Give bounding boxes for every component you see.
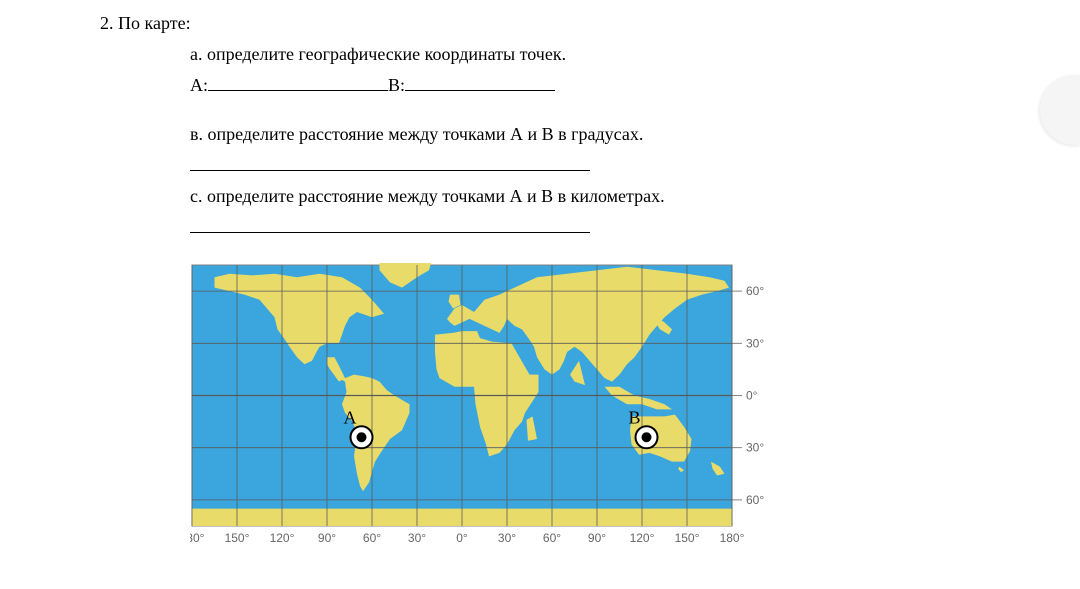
svg-text:90°: 90° — [588, 531, 606, 545]
svg-text:60°: 60° — [746, 284, 764, 298]
label-b: В: — [388, 75, 405, 95]
blank-distance-deg — [190, 153, 590, 171]
task-number: 2. — [100, 13, 114, 33]
world-map: 180° 150° 120° 90° 60° 30° 0° 30° 60° 90° 120° 150°… — [190, 263, 780, 548]
item-a: а. определите географические координаты … — [40, 41, 1040, 68]
label-a: А: — [190, 75, 208, 95]
blank-b — [405, 73, 555, 91]
svg-text:30°: 30° — [746, 441, 764, 455]
svg-text:30°: 30° — [498, 531, 516, 545]
item-c: с. определите расстояние между точками А… — [40, 183, 1040, 210]
svg-text:0°: 0° — [746, 389, 758, 403]
svg-text:А: А — [344, 407, 357, 427]
item-b: в. определите расстояние между точками А… — [40, 121, 1040, 148]
svg-text:В: В — [629, 407, 641, 427]
svg-text:90°: 90° — [318, 531, 336, 545]
svg-text:0°: 0° — [456, 531, 468, 545]
svg-text:60°: 60° — [363, 531, 381, 545]
svg-text:30°: 30° — [746, 336, 764, 350]
svg-text:120°: 120° — [270, 531, 295, 545]
task-title: По карте: — [118, 13, 191, 33]
svg-text:120°: 120° — [630, 531, 655, 545]
svg-text:30°: 30° — [408, 531, 426, 545]
svg-text:60°: 60° — [746, 493, 764, 507]
svg-text:180°: 180° — [190, 531, 205, 545]
svg-text:60°: 60° — [543, 531, 561, 545]
blank-distance-km — [190, 215, 590, 233]
svg-text:150°: 150° — [675, 531, 700, 545]
svg-text:150°: 150° — [225, 531, 250, 545]
svg-text:180°: 180° — [720, 531, 745, 545]
blank-a — [208, 73, 388, 91]
